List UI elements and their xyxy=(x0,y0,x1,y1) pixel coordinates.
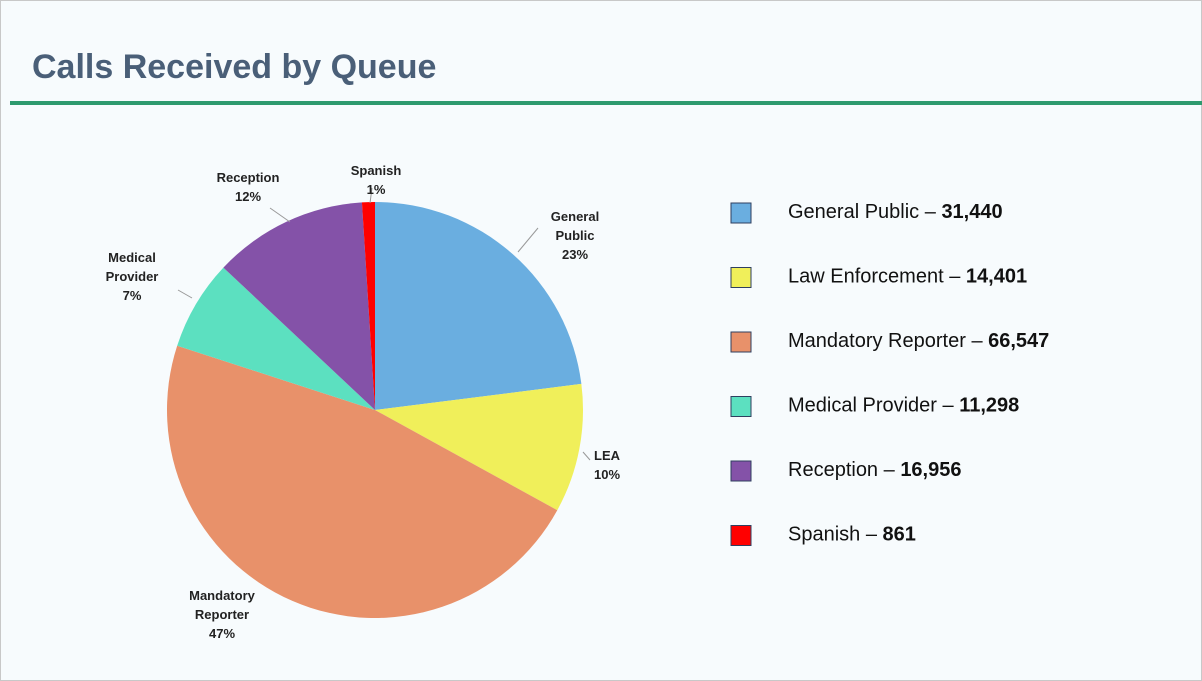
legend-entry: Mandatory Reporter – 66,547 xyxy=(788,330,1049,352)
slice-label-line: Reporter xyxy=(195,607,249,622)
legend-name: Mandatory Reporter xyxy=(788,330,966,352)
legend-swatch xyxy=(730,202,752,224)
pie xyxy=(166,202,583,619)
legend: General Public – 31,440 Law Enforcement –… xyxy=(730,201,1049,546)
slice-label-line: Reception xyxy=(217,170,280,185)
legend-name: General Public xyxy=(788,201,919,223)
pie-slice xyxy=(166,345,558,619)
legend-entry: Reception – 16,956 xyxy=(788,459,961,481)
legend-swatch xyxy=(730,396,752,417)
slice-label-line: Public xyxy=(555,228,594,243)
legend-entry: Spanish – 861 xyxy=(788,524,916,546)
slice-value-label: 10% xyxy=(594,467,620,482)
legend-swatch xyxy=(730,267,752,288)
slice-value-label: 47% xyxy=(209,626,235,641)
legend-count: 11,298 xyxy=(959,395,1019,417)
legend-count: 861 xyxy=(883,524,916,546)
pie-slice xyxy=(375,383,583,511)
slice-label: General Public xyxy=(551,209,599,243)
legend-separator: – xyxy=(971,330,983,352)
legend-entry: Medical Provider – 11,298 xyxy=(788,395,1019,417)
legend-separator: – xyxy=(884,459,896,481)
slice-value-label: 1% xyxy=(367,182,386,197)
slice-label: Reception xyxy=(217,170,280,185)
legend-name: Reception xyxy=(788,459,878,481)
slice-label-line: Medical xyxy=(108,250,156,265)
pie-slice xyxy=(361,202,375,410)
slice-label: LEA xyxy=(594,448,621,463)
slice-labels: General Public 23% LEA 10% Mandatory Reporter 4… xyxy=(106,163,621,641)
legend-separator: – xyxy=(866,524,878,546)
leader-line xyxy=(177,289,193,299)
slice-value-label: 12% xyxy=(235,189,261,204)
legend-entry: General Public – 31,440 xyxy=(788,201,1003,223)
slice-label-line: Provider xyxy=(106,269,159,284)
pie-slice xyxy=(177,267,375,410)
slice-label-line: Spanish xyxy=(351,163,402,178)
legend-name: Medical Provider xyxy=(788,395,937,417)
legend-count: 66,547 xyxy=(988,330,1049,352)
leader-line xyxy=(369,187,373,204)
pie-slice xyxy=(223,202,375,410)
legend-name: Law Enforcement xyxy=(788,266,944,288)
slide-title: Calls Received by Queue xyxy=(32,48,436,86)
legend-count: 14,401 xyxy=(966,266,1027,288)
leader-line xyxy=(517,227,539,253)
legend-count: 16,956 xyxy=(900,459,961,481)
pie-slice xyxy=(375,202,582,410)
legend-separator: – xyxy=(949,266,961,288)
legend-separator: – xyxy=(943,395,955,417)
slice-label: Spanish xyxy=(351,163,402,178)
slice-value-label: 23% xyxy=(562,247,588,262)
legend-swatch xyxy=(730,331,752,353)
slice-label: Mandatory Reporter xyxy=(189,588,256,622)
title-rule xyxy=(10,101,1202,105)
legend-count: 31,440 xyxy=(941,201,1002,223)
slice-label: Medical Provider xyxy=(106,250,159,284)
slice-label-line: General xyxy=(551,209,599,224)
legend-swatch xyxy=(730,460,752,482)
slice-label-line: Mandatory xyxy=(189,588,256,603)
leader-line xyxy=(582,451,591,461)
leader-line xyxy=(269,207,291,223)
legend-entry: Law Enforcement – 14,401 xyxy=(788,266,1027,288)
slice-label-line: LEA xyxy=(594,448,621,463)
legend-swatch xyxy=(730,525,752,546)
legend-name: Spanish xyxy=(788,524,860,546)
slice-value-label: 7% xyxy=(123,288,142,303)
legend-separator: – xyxy=(925,201,937,223)
